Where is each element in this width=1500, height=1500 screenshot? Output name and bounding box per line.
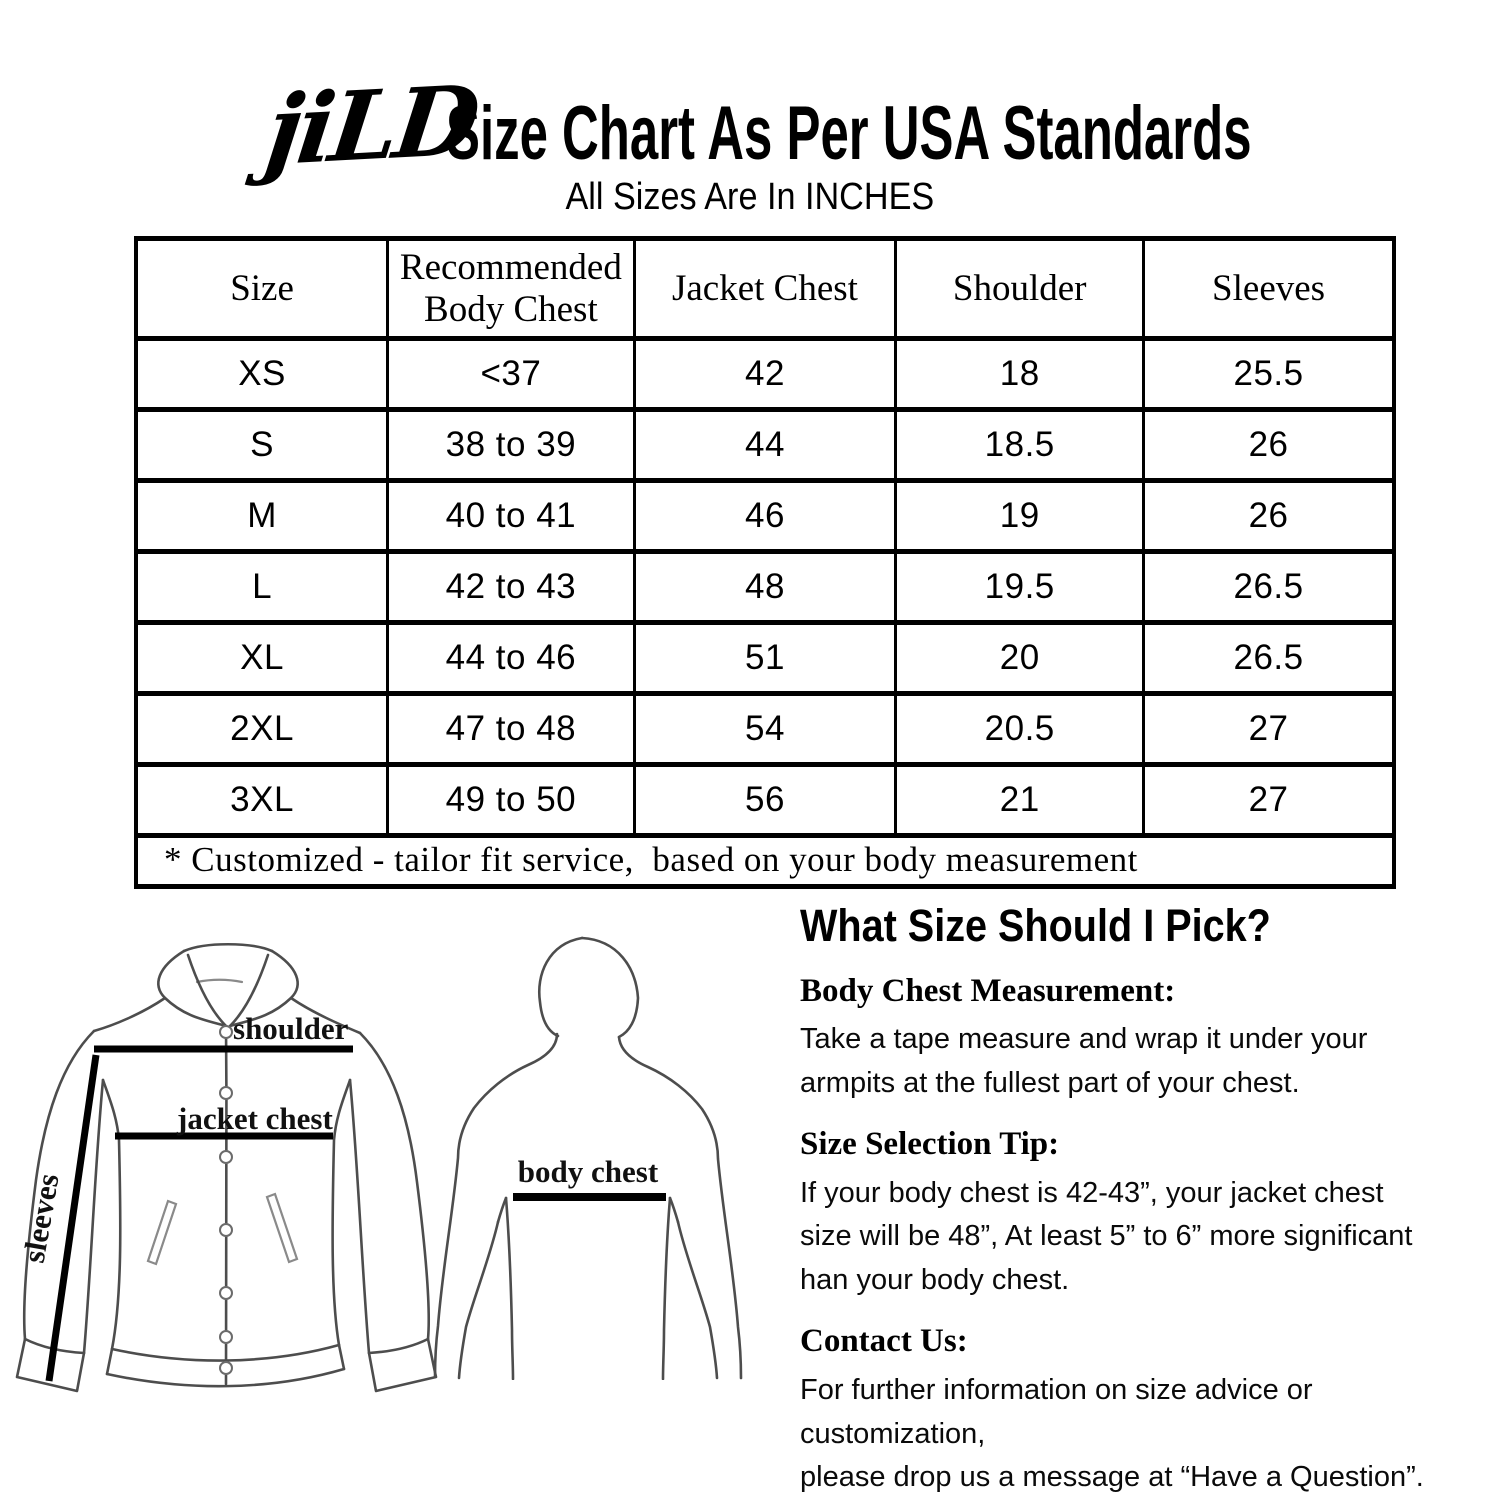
table-cell: 27 xyxy=(1142,762,1396,838)
guide-size-tip-text: If your body chest is 42-43”, your jacke… xyxy=(800,1176,1413,1296)
body-diagram: body chest xyxy=(433,936,743,1380)
table-cell: 44 to 46 xyxy=(386,620,636,696)
col-header-shoulder: Shoulder xyxy=(894,236,1146,341)
table-row: S 38 to 39 44 18.5 26 xyxy=(134,407,1396,483)
table-cell: 3XL xyxy=(134,762,390,838)
table-cell: 26 xyxy=(1142,478,1396,554)
table-cell: 56 xyxy=(632,762,898,838)
table-cell: 47 to 48 xyxy=(386,691,636,767)
col-header-size: Size xyxy=(134,236,390,341)
table-footnote-row: * Customized - tailor fit service, based… xyxy=(134,833,1396,889)
sleeves-measure-line xyxy=(45,1054,100,1382)
table-cell: 44 xyxy=(632,407,898,483)
table-cell: S xyxy=(134,407,390,483)
page-subtitle: All Sizes Are In INCHES xyxy=(565,176,935,218)
table-cell: 42 to 43 xyxy=(386,549,636,625)
guide-heading-contact: Contact Us: xyxy=(800,1323,968,1360)
jacket-diagram: shoulder jacket chest sleeves xyxy=(16,942,438,1393)
table-cell: XL xyxy=(134,620,390,696)
table-cell: 18 xyxy=(894,336,1146,412)
guide-heading-body-chest: Body Chest Measurement: xyxy=(800,972,1176,1009)
table-cell: 25.5 xyxy=(1142,336,1396,412)
table-cell: 27 xyxy=(1142,691,1396,767)
table-cell: <37 xyxy=(386,336,636,412)
table-cell: 26.5 xyxy=(1142,549,1396,625)
table-cell: 48 xyxy=(632,549,898,625)
table-cell: 26 xyxy=(1142,407,1396,483)
sleeves-label: sleeves xyxy=(16,1171,66,1265)
table-row: L 42 to 43 48 19.5 26.5 xyxy=(134,549,1396,625)
table-cell: 19.5 xyxy=(894,549,1146,625)
table-cell: XS xyxy=(134,336,390,412)
table-cell: 54 xyxy=(632,691,898,767)
guide-body-chest-text: Take a tape measure and wrap it under yo… xyxy=(800,1023,1368,1099)
table-cell: 51 xyxy=(632,620,898,696)
table-row: M 40 to 41 46 19 26 xyxy=(134,478,1396,554)
table-cell: 2XL xyxy=(134,691,390,767)
guide-heading-size-tip: Size Selection Tip: xyxy=(800,1126,1060,1163)
col-header-sleeves: Sleeves xyxy=(1142,236,1396,341)
table-footnote: * Customized - tailor fit service, based… xyxy=(134,833,1396,889)
table-cell: 26.5 xyxy=(1142,620,1396,696)
table-cell: 40 to 41 xyxy=(386,478,636,554)
table-cell: 21 xyxy=(894,762,1146,838)
size-guide: What Size Should I Pick? Body Chest Meas… xyxy=(800,900,1500,1500)
table-cell: 20.5 xyxy=(894,691,1146,767)
table-cell: 49 to 50 xyxy=(386,762,636,838)
subtitle-row: All Sizes Are In INCHES xyxy=(0,176,1500,219)
table-cell: 38 to 39 xyxy=(386,407,636,483)
table-row: 2XL 47 to 48 54 20.5 27 xyxy=(134,691,1396,767)
table-cell: 42 xyxy=(632,336,898,412)
table-cell: M xyxy=(134,478,390,554)
table-cell: 19 xyxy=(894,478,1146,554)
body-chest-label: body chest xyxy=(518,1154,659,1189)
table-header-row: Size Recommended Body Chest Jacket Chest… xyxy=(134,236,1396,341)
table-cell: 18.5 xyxy=(894,407,1146,483)
col-header-body-chest: Recommended Body Chest xyxy=(386,236,636,341)
table-row: XS <37 42 18 25.5 xyxy=(134,336,1396,412)
table-cell: L xyxy=(134,549,390,625)
size-table: Size Recommended Body Chest Jacket Chest… xyxy=(134,236,1396,889)
guide-contact-text: For further information on size advice o… xyxy=(800,1374,1424,1494)
jacket-chest-label: jacket chest xyxy=(176,1101,333,1136)
table-cell: 20 xyxy=(894,620,1146,696)
table-cell: 46 xyxy=(632,478,898,554)
table-row: XL 44 to 46 51 20 26.5 xyxy=(134,620,1396,696)
table-row: 3XL 49 to 50 56 21 27 xyxy=(134,762,1396,838)
shoulder-label: shoulder xyxy=(233,1011,349,1046)
page-title: Size Chart As Per USA Standards xyxy=(446,91,1252,176)
col-header-jacket-chest: Jacket Chest xyxy=(632,236,898,341)
guide-title: What Size Should I Pick? xyxy=(800,900,1271,951)
